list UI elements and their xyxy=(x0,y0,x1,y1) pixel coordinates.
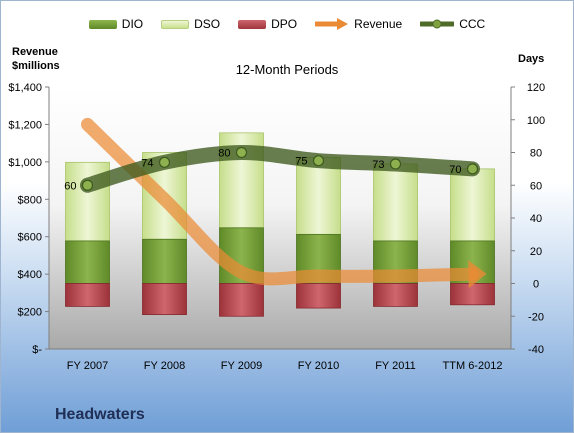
x-category-label: FY 2008 xyxy=(144,360,185,372)
ccc-point xyxy=(235,146,248,159)
legend-label-dio: DIO xyxy=(121,17,144,31)
ccc-data-label: 60 xyxy=(64,180,76,192)
ccc-point xyxy=(81,179,94,191)
left-tick-label: $600 xyxy=(18,232,42,244)
legend-label-dpo: DPO xyxy=(271,17,298,31)
bar-dpo xyxy=(296,283,341,309)
x-category-label: TTM 6-2012 xyxy=(443,360,503,372)
legend-line-marker-icon xyxy=(420,19,455,29)
chart-title: 12-Month Periods xyxy=(235,62,339,77)
left-tick-label: $200 xyxy=(18,307,42,319)
ccc-line-group: 60 74 80 75 73 70 xyxy=(64,144,480,193)
left-tick-label: $400 xyxy=(18,269,42,281)
legend-label-revenue: Revenue xyxy=(354,17,403,31)
revenue-line xyxy=(81,117,479,286)
chart-legend: DIO DSO DPO Revenue CCC xyxy=(0,14,574,34)
left-tick-label: $- xyxy=(32,344,42,356)
ccc-data-label: 73 xyxy=(372,159,384,171)
x-category-label: FY 2010 xyxy=(298,360,339,372)
company-name: Headwaters xyxy=(55,406,145,423)
legend-item-dso: DSO xyxy=(161,17,220,31)
ccc-point xyxy=(389,158,402,170)
ccc-data-label: 80 xyxy=(218,148,230,160)
right-tick-label: 100 xyxy=(527,115,545,127)
x-category-label: FY 2011 xyxy=(375,360,416,372)
right-tick-label: -20 xyxy=(528,311,544,323)
bar-dso xyxy=(296,157,341,235)
bar-dpo xyxy=(65,283,110,307)
axes-group: $- $200 $400 $600 $800 $1,000 $1,200 $1,400 -40 -… xyxy=(8,82,545,372)
legend-label-ccc: CCC xyxy=(459,17,486,31)
ccc-point xyxy=(158,156,171,168)
legend-item-dpo: DPO xyxy=(238,17,297,31)
bar-dio xyxy=(142,238,187,284)
left-tick-label: $1,200 xyxy=(8,119,42,131)
legend-item-dio: DIO xyxy=(88,17,144,31)
x-category-label: FY 2009 xyxy=(221,360,262,372)
bar-dso xyxy=(450,168,495,242)
x-category-label: FY 2007 xyxy=(67,360,108,372)
legend-swatch-dio xyxy=(88,19,117,29)
right-tick-label: -40 xyxy=(528,344,544,356)
revenue-arrow-group xyxy=(81,117,487,289)
legend-swatch-dpo xyxy=(238,19,267,29)
bar-dpo xyxy=(450,283,495,306)
right-tick-label: 0 xyxy=(533,279,539,291)
left-axis-title-line1: Revenue xyxy=(12,46,58,58)
ccc-point xyxy=(466,163,479,175)
right-axis-title: Days xyxy=(518,53,545,65)
legend-item-revenue: Revenue xyxy=(315,17,402,31)
ccc-data-label: 75 xyxy=(295,156,307,168)
ccc-point xyxy=(312,155,325,167)
right-tick-label: 60 xyxy=(530,180,542,192)
right-tick-label: 80 xyxy=(530,148,542,160)
left-axis-title: Revenue $millions xyxy=(12,45,60,73)
legend-label-dso: DSO xyxy=(194,17,221,31)
left-axis-title-line2: $millions xyxy=(12,60,60,72)
right-tick-label: 40 xyxy=(530,213,542,225)
ccc-line xyxy=(80,144,480,193)
ccc-data-label: 74 xyxy=(141,157,153,169)
bar-dso xyxy=(373,163,418,242)
left-tick-label: $1,000 xyxy=(8,157,42,169)
bar-dio xyxy=(65,240,110,284)
ccc-data-label: 70 xyxy=(449,164,461,176)
bar-dpo xyxy=(373,283,418,307)
bar-dpo xyxy=(219,283,264,317)
plot-area xyxy=(49,87,511,349)
bar-dpo xyxy=(142,283,187,316)
legend-swatch-dso xyxy=(161,19,190,29)
right-tick-label: 120 xyxy=(527,82,545,94)
revenue-arrowhead xyxy=(468,260,487,289)
legend-arrow-icon xyxy=(315,18,349,30)
left-tick-label: $1,400 xyxy=(8,82,42,94)
left-tick-label: $800 xyxy=(18,194,42,206)
legend-item-ccc: CCC xyxy=(420,17,485,31)
right-tick-label: 20 xyxy=(530,246,542,258)
